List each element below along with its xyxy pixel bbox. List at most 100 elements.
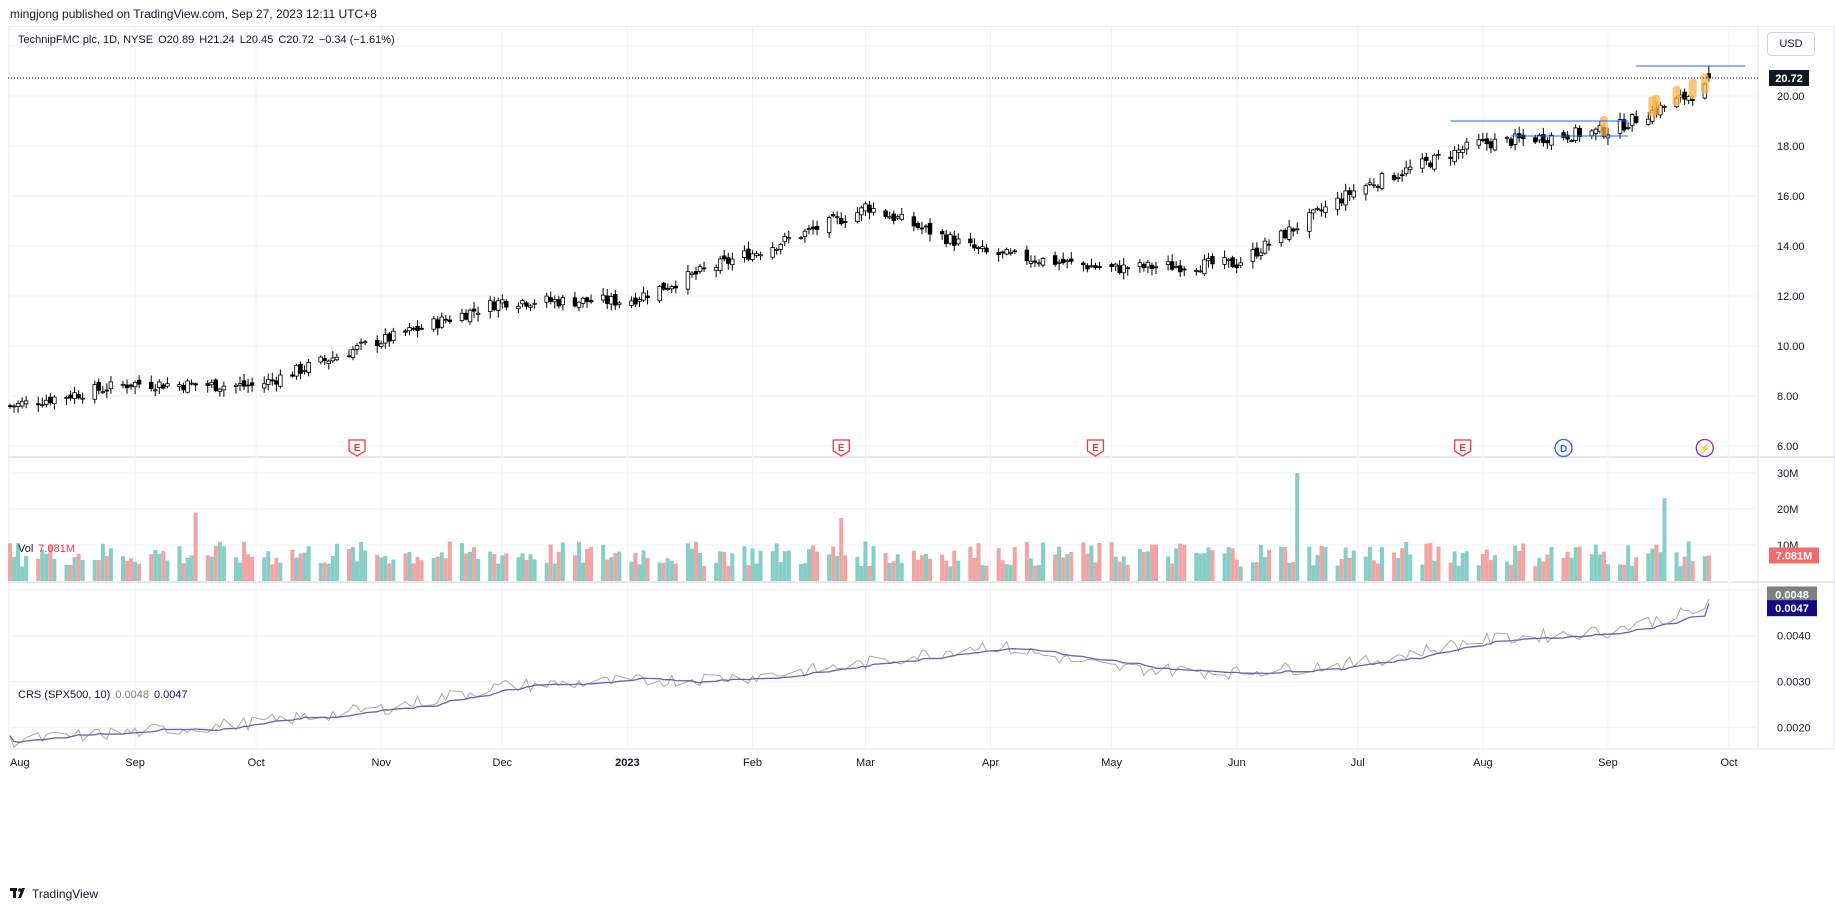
volume-bar-up bbox=[1004, 564, 1009, 581]
candle-down bbox=[746, 248, 751, 260]
candle-up bbox=[153, 389, 158, 392]
candle-down bbox=[726, 257, 731, 264]
candle-up bbox=[1569, 140, 1574, 142]
volume-bar-down bbox=[125, 560, 130, 581]
candle-down bbox=[1339, 198, 1344, 204]
candle-up bbox=[770, 247, 775, 258]
volume-bar-down bbox=[645, 557, 650, 581]
candle-up bbox=[1573, 127, 1578, 141]
x-tick-label: Mar bbox=[856, 757, 875, 769]
volume-bar-up bbox=[233, 557, 238, 581]
volume-bar-down bbox=[1234, 559, 1239, 581]
candle-up bbox=[177, 384, 182, 387]
volume-bar-up bbox=[528, 554, 533, 581]
volume-bar-up bbox=[770, 551, 775, 581]
earnings-marker bbox=[348, 439, 366, 457]
volume-bar-down bbox=[492, 554, 497, 581]
x-tick-label: Apr bbox=[982, 757, 999, 769]
candle-up bbox=[576, 301, 582, 308]
candle-down bbox=[976, 247, 981, 250]
candle-down bbox=[867, 204, 872, 213]
volume-bar-up bbox=[500, 555, 505, 581]
volume-bar-up bbox=[1174, 548, 1179, 581]
volume-bar-down bbox=[1093, 562, 1098, 581]
volume-bar-down bbox=[1480, 554, 1485, 581]
volume-bar-up bbox=[100, 543, 105, 581]
volume-bar-up bbox=[859, 566, 864, 581]
candle-down bbox=[1109, 264, 1114, 268]
candle-up bbox=[221, 385, 227, 391]
candle-up bbox=[758, 254, 763, 257]
volume-bar-up bbox=[827, 554, 832, 581]
price-tick-label: 18.00 bbox=[1777, 141, 1805, 153]
candle-up bbox=[185, 380, 190, 393]
candle-up bbox=[1549, 134, 1554, 146]
volume-bar-up bbox=[714, 562, 719, 581]
volume-bar-up bbox=[157, 553, 162, 581]
currency-button[interactable]: USD bbox=[1767, 32, 1815, 56]
candle-down bbox=[1178, 265, 1183, 273]
candle-up bbox=[730, 258, 735, 266]
candle-down bbox=[1484, 138, 1490, 145]
candle-down bbox=[346, 355, 352, 358]
candle-up bbox=[1367, 182, 1373, 185]
candle-up bbox=[786, 237, 791, 240]
candle-up bbox=[1008, 251, 1013, 254]
volume-bar-down bbox=[8, 543, 12, 581]
candle-down bbox=[1633, 116, 1639, 124]
volume-bar-up bbox=[1460, 553, 1465, 581]
volume-bar-down bbox=[149, 554, 154, 581]
volume-bar-up bbox=[165, 560, 170, 581]
volume-bar-down bbox=[375, 554, 380, 581]
candle-up bbox=[1222, 257, 1227, 265]
volume-bar-up bbox=[657, 562, 662, 581]
earnings-marker bbox=[1086, 439, 1105, 457]
candle-up bbox=[560, 297, 566, 306]
volume-bar-down bbox=[548, 544, 553, 581]
volume-bar-down bbox=[1085, 553, 1090, 581]
volume-bar-up bbox=[459, 543, 464, 581]
candle-down bbox=[149, 381, 154, 389]
volume-bar-down bbox=[1182, 544, 1187, 581]
volume-bar-up bbox=[1549, 546, 1554, 581]
dividend-label: D bbox=[1560, 444, 1567, 455]
candle-down bbox=[1545, 140, 1550, 144]
candle-down bbox=[661, 282, 666, 290]
candle-down bbox=[943, 234, 949, 245]
candle-down bbox=[447, 319, 453, 322]
earnings-marker bbox=[1454, 439, 1472, 457]
x-tick-label: Sep bbox=[125, 757, 145, 769]
volume-bar-down bbox=[1541, 561, 1546, 581]
volume-bar-down bbox=[1601, 551, 1606, 581]
candle-up bbox=[1395, 177, 1401, 179]
volume-bar-up bbox=[44, 553, 49, 581]
volume-bar-up bbox=[899, 562, 904, 581]
volume-bar-up bbox=[185, 557, 190, 581]
candle-up bbox=[1198, 270, 1203, 273]
earnings-marker bbox=[832, 439, 850, 457]
chart-frame[interactable]: Aug Sep Oct Nov Dec 2023 Feb Mar Apr May Jun Jul Aug… bbox=[7, 25, 1835, 876]
crs-value-2: 0.0047 bbox=[153, 689, 188, 701]
chart-canvas[interactable]: Aug Sep Oct Nov Dec 2023 Feb Mar Apr May Jun Jul Aug… bbox=[7, 25, 1835, 876]
candle-down bbox=[1508, 138, 1514, 146]
volume-bar-up bbox=[1569, 557, 1574, 581]
volume-bar-down bbox=[996, 548, 1001, 581]
volume-bar-down bbox=[1428, 542, 1433, 581]
volume-bar-up bbox=[439, 552, 444, 581]
volume-bar-down bbox=[419, 560, 424, 581]
volume-bar-up bbox=[1198, 553, 1203, 581]
candle-up bbox=[532, 302, 537, 305]
volume-bar-down bbox=[205, 555, 210, 581]
volume-bar-down bbox=[161, 551, 166, 581]
candle-down bbox=[136, 379, 142, 385]
volume-bar-up bbox=[189, 555, 194, 581]
volume-bar-up bbox=[1404, 542, 1409, 581]
volume-bar-up bbox=[217, 541, 222, 581]
volume-bar-up bbox=[266, 551, 271, 581]
candle-up bbox=[1625, 127, 1631, 129]
candle-down bbox=[36, 403, 41, 406]
candle-up bbox=[19, 401, 25, 407]
candle-up bbox=[1646, 118, 1651, 125]
candle-up bbox=[1403, 167, 1409, 175]
volume-bar-up bbox=[326, 563, 331, 581]
